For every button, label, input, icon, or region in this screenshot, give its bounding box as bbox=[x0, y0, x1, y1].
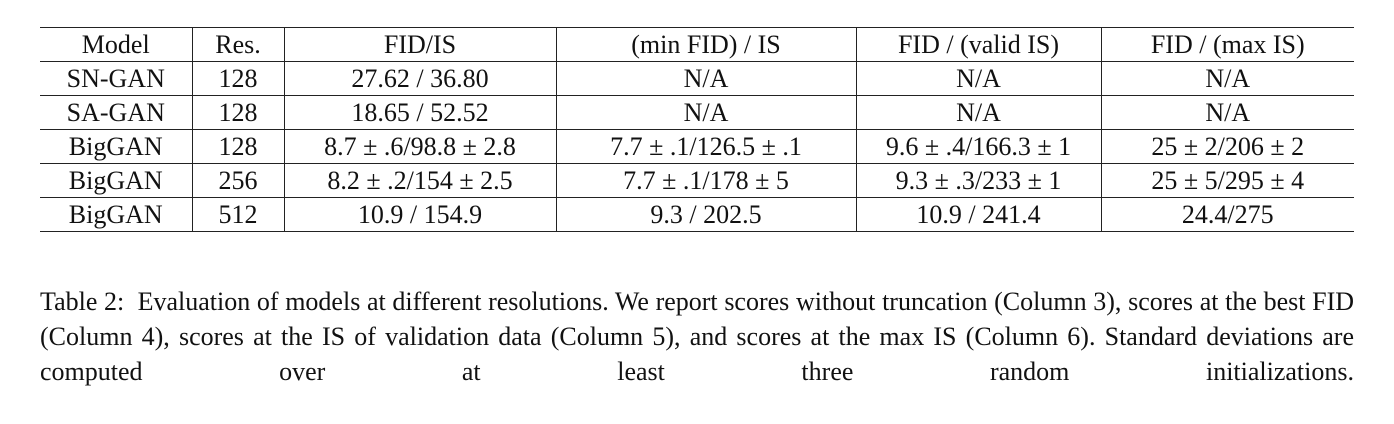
table-cell: 9.6 ± .4/166.3 ± 1 bbox=[855, 129, 1101, 164]
table-cell: N/A bbox=[1100, 61, 1354, 96]
table-cell: SA-GAN bbox=[40, 95, 192, 130]
table-cell: 128 bbox=[191, 129, 284, 164]
header-cell: FID / (max IS) bbox=[1100, 27, 1354, 62]
table-cell: 8.7 ± .6/98.8 ± 2.8 bbox=[283, 129, 556, 164]
table-row: SN-GAN 128 27.62 / 36.80 N/A N/A N/A bbox=[40, 61, 1354, 96]
table-cell: N/A bbox=[1100, 95, 1354, 130]
table-cell: 18.65 / 52.52 bbox=[283, 95, 556, 130]
table-cell: 25 ± 5/295 ± 4 bbox=[1100, 163, 1354, 198]
table-cell: 8.2 ± .2/154 ± 2.5 bbox=[283, 163, 556, 198]
caption-text: Evaluation of models at different resolu… bbox=[40, 287, 1355, 386]
table-cell: 7.7 ± .1/126.5 ± .1 bbox=[555, 129, 856, 164]
header-cell: FID / (valid IS) bbox=[855, 27, 1101, 62]
caption: Table 2: Evaluation of models at differe… bbox=[40, 284, 1354, 389]
table-cell: 512 bbox=[191, 197, 284, 232]
table-cell: 10.9 / 154.9 bbox=[283, 197, 556, 232]
table-cell: SN-GAN bbox=[40, 61, 192, 96]
header-cell: (min FID) / IS bbox=[555, 27, 856, 62]
table-cell: 27.62 / 36.80 bbox=[283, 61, 556, 96]
table-cell: 25 ± 2/206 ± 2 bbox=[1100, 129, 1354, 164]
table-cell: BigGAN bbox=[40, 197, 192, 232]
table-cell: 9.3 ± .3/233 ± 1 bbox=[855, 163, 1101, 198]
header-cell: Res. bbox=[191, 27, 284, 62]
header-row: Model Res. FID/IS (min FID) / IS FID / (vali… bbox=[40, 27, 1354, 62]
table-cell: BigGAN bbox=[40, 163, 192, 198]
table-row: SA-GAN 128 18.65 / 52.52 N/A N/A N/A bbox=[40, 95, 1354, 130]
table-cell: N/A bbox=[855, 61, 1101, 96]
table-cell: N/A bbox=[555, 61, 856, 96]
table-cell: 7.7 ± .1/178 ± 5 bbox=[555, 163, 856, 198]
table-cell: 256 bbox=[191, 163, 284, 198]
table-cell: 24.4/275 bbox=[1100, 197, 1354, 232]
table-row: BigGAN 128 8.7 ± .6/98.8 ± 2.8 7.7 ± .1/126… bbox=[40, 129, 1354, 164]
table-cell: N/A bbox=[855, 95, 1101, 130]
table-row: BigGAN 512 10.9 / 154.9 9.3 / 202.5 10.9 / 2… bbox=[40, 197, 1354, 232]
table-row: BigGAN 256 8.2 ± .2/154 ± 2.5 7.7 ± .1/178 … bbox=[40, 163, 1354, 198]
table-cell: 10.9 / 241.4 bbox=[855, 197, 1101, 232]
table-cell: BigGAN bbox=[40, 129, 192, 164]
table-cell: N/A bbox=[555, 95, 856, 130]
results-table: Model Res. FID/IS (min FID) / IS FID / (vali… bbox=[40, 27, 1354, 232]
header-cell: Model bbox=[40, 27, 192, 62]
table-cell: 128 bbox=[191, 95, 284, 130]
table-cell: 9.3 / 202.5 bbox=[555, 197, 856, 232]
header-cell: FID/IS bbox=[283, 27, 556, 62]
table-body: Model Res. FID/IS (min FID) / IS FID / (vali… bbox=[40, 27, 1354, 232]
caption-label: Table 2: bbox=[40, 287, 125, 316]
table-cell: 128 bbox=[191, 61, 284, 96]
